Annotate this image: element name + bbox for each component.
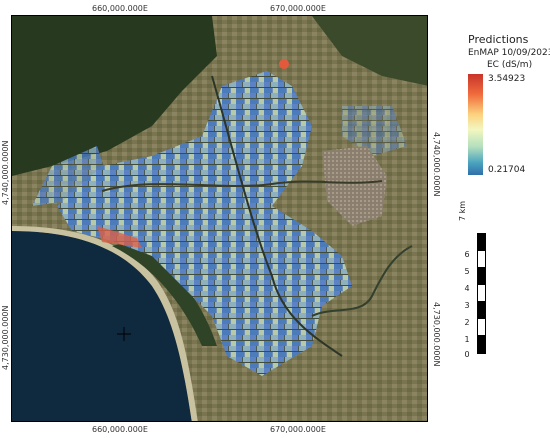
- scale-label-0: 0: [464, 350, 470, 359]
- scale-segment: [477, 301, 486, 319]
- coord-top-left: 660,000.000E: [92, 4, 148, 13]
- ec-prediction-fields: [57, 71, 352, 376]
- river-meander: [311, 245, 413, 317]
- scale-label-4: 4: [464, 284, 470, 293]
- coord-top-right: 670,000.000E: [270, 4, 326, 13]
- beach: [12, 226, 198, 421]
- ec-high-zone: [97, 226, 142, 248]
- scale-segment: [477, 335, 486, 354]
- canal: [101, 180, 383, 192]
- legend-unit: EC (dS/m): [487, 60, 533, 70]
- coord-left-upper: 4,740,000.000N: [1, 140, 10, 205]
- scale-unit-label: 7 km: [458, 200, 467, 221]
- coord-left-lower: 4,730,000.000N: [1, 305, 10, 370]
- legend-subtitle: EnMAP 10/09/2023: [468, 48, 550, 58]
- scale-label-2: 2: [464, 318, 470, 327]
- scale-segment: [477, 233, 486, 251]
- legend-title: Predictions: [468, 33, 529, 46]
- ec-fields-ne: [342, 106, 407, 156]
- sea: [12, 231, 192, 421]
- coord-right-upper: 4,740,000.000N: [432, 132, 441, 197]
- coord-bottom-left: 660,000.000E: [92, 425, 148, 434]
- coord-bottom-right: 670,000.000E: [270, 425, 326, 434]
- colorbar: [468, 74, 483, 175]
- forest-area-ne: [312, 16, 427, 86]
- satellite-map[interactable]: [12, 16, 428, 422]
- scale-segment: [477, 318, 486, 336]
- scale-label-6: 6: [464, 250, 470, 259]
- coastal-pines: [112, 241, 217, 346]
- ec-fields-west: [32, 146, 107, 206]
- scale-label-5: 5: [464, 267, 470, 276]
- ec-high-spot: [279, 59, 289, 69]
- town: [322, 146, 387, 226]
- colorbar-min-label: 0.21704: [488, 165, 526, 175]
- forest-area: [12, 16, 217, 176]
- scale-segment: [477, 284, 486, 302]
- colorbar-max-label: 3.54923: [488, 74, 526, 84]
- coord-right-lower: 4,730,000.000N: [432, 302, 441, 367]
- river: [211, 75, 343, 357]
- scale-label-1: 1: [464, 335, 470, 344]
- map-frame[interactable]: [11, 15, 428, 422]
- scale-segment: [477, 250, 486, 268]
- scale-segment: [477, 267, 486, 285]
- scale-label-3: 3: [464, 301, 470, 310]
- scale-bar: [477, 233, 486, 354]
